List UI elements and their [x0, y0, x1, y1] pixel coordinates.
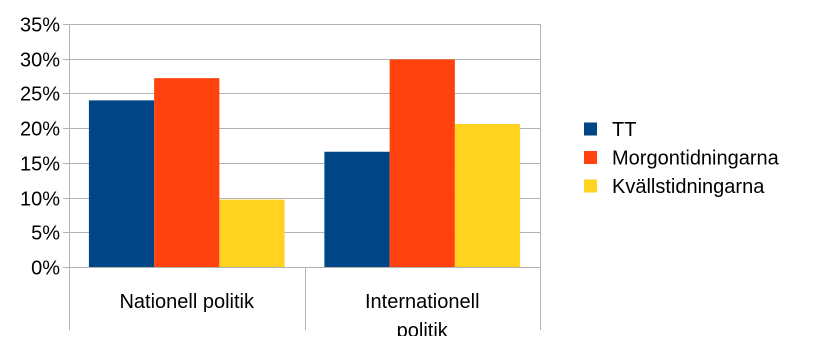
y-tick-label: 35%: [20, 15, 60, 37]
bar-morgontidningarna: [154, 78, 220, 267]
legend: TT Morgontidningarna Kvällstidningarna: [584, 119, 780, 198]
axes: [63, 24, 541, 330]
bar-morgontidningarna: [389, 59, 455, 268]
legend-label: TT: [612, 119, 636, 141]
x-category-labels: Nationell politik Internationell politik: [119, 291, 480, 341]
y-tick-label: 30%: [20, 50, 60, 72]
y-tick-label: 15%: [20, 154, 60, 176]
y-tick-label: 0%: [31, 258, 60, 280]
legend-swatch: [584, 151, 597, 164]
y-tick-label: 20%: [20, 119, 60, 141]
bar-kv-llstidningarna: [454, 123, 521, 267]
y-tick-label: 5%: [31, 223, 60, 245]
legend-swatch: [584, 122, 597, 136]
y-tick-label: 10%: [20, 189, 60, 211]
legend-swatch: [584, 179, 597, 193]
legend-label: Kvällstidningarna: [612, 176, 765, 198]
y-tick-labels: 0% 5% 10% 15% 20% 25% 30% 35%: [20, 15, 60, 280]
bars: [88, 59, 521, 268]
x-category-label: Internationell politik: [365, 291, 480, 336]
bar-tt: [88, 100, 155, 267]
legend-label: Morgontidningarna: [612, 148, 780, 170]
bar-kv-llstidningarna: [219, 199, 285, 267]
bar-tt: [324, 151, 390, 267]
y-tick-label: 25%: [20, 84, 60, 106]
x-category-label: Nationell politik: [119, 291, 255, 313]
